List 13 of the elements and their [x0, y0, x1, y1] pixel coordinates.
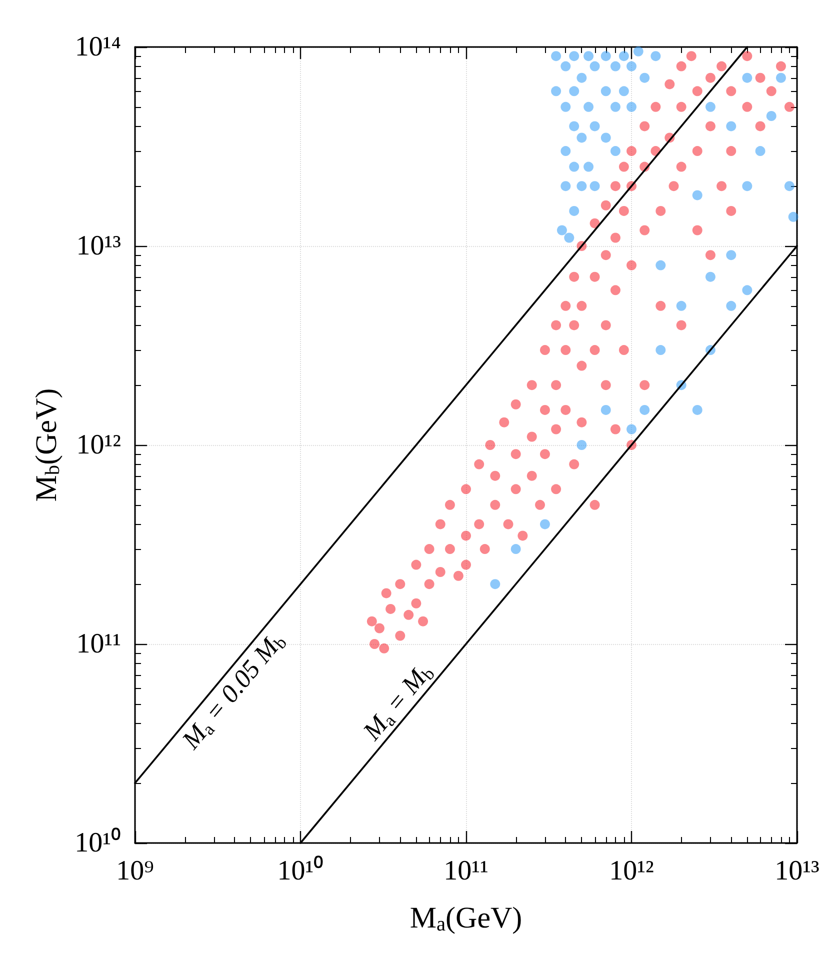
y-tick-label: 10¹⁰ — [74, 828, 121, 858]
y-axis-title: Mb(GeV) — [30, 388, 64, 502]
x-tick-label: 10⁹ — [116, 856, 154, 886]
y-tick-label: 10¹⁴ — [74, 32, 121, 62]
y-tick-label: 10¹³ — [76, 230, 121, 262]
x-tick-label: 10¹¹ — [444, 856, 488, 886]
x-tick-label: 10¹³ — [774, 856, 820, 886]
annotation: Ma = 0.05 Mb — [176, 632, 291, 756]
y-tick-label: 10¹¹ — [76, 628, 121, 660]
x-tick-label: 10¹² — [609, 856, 654, 886]
annotation: Ma = Mb — [356, 663, 439, 746]
x-tick-label: 10¹⁰ — [277, 856, 324, 886]
y-tick-label: 10¹² — [76, 430, 121, 460]
